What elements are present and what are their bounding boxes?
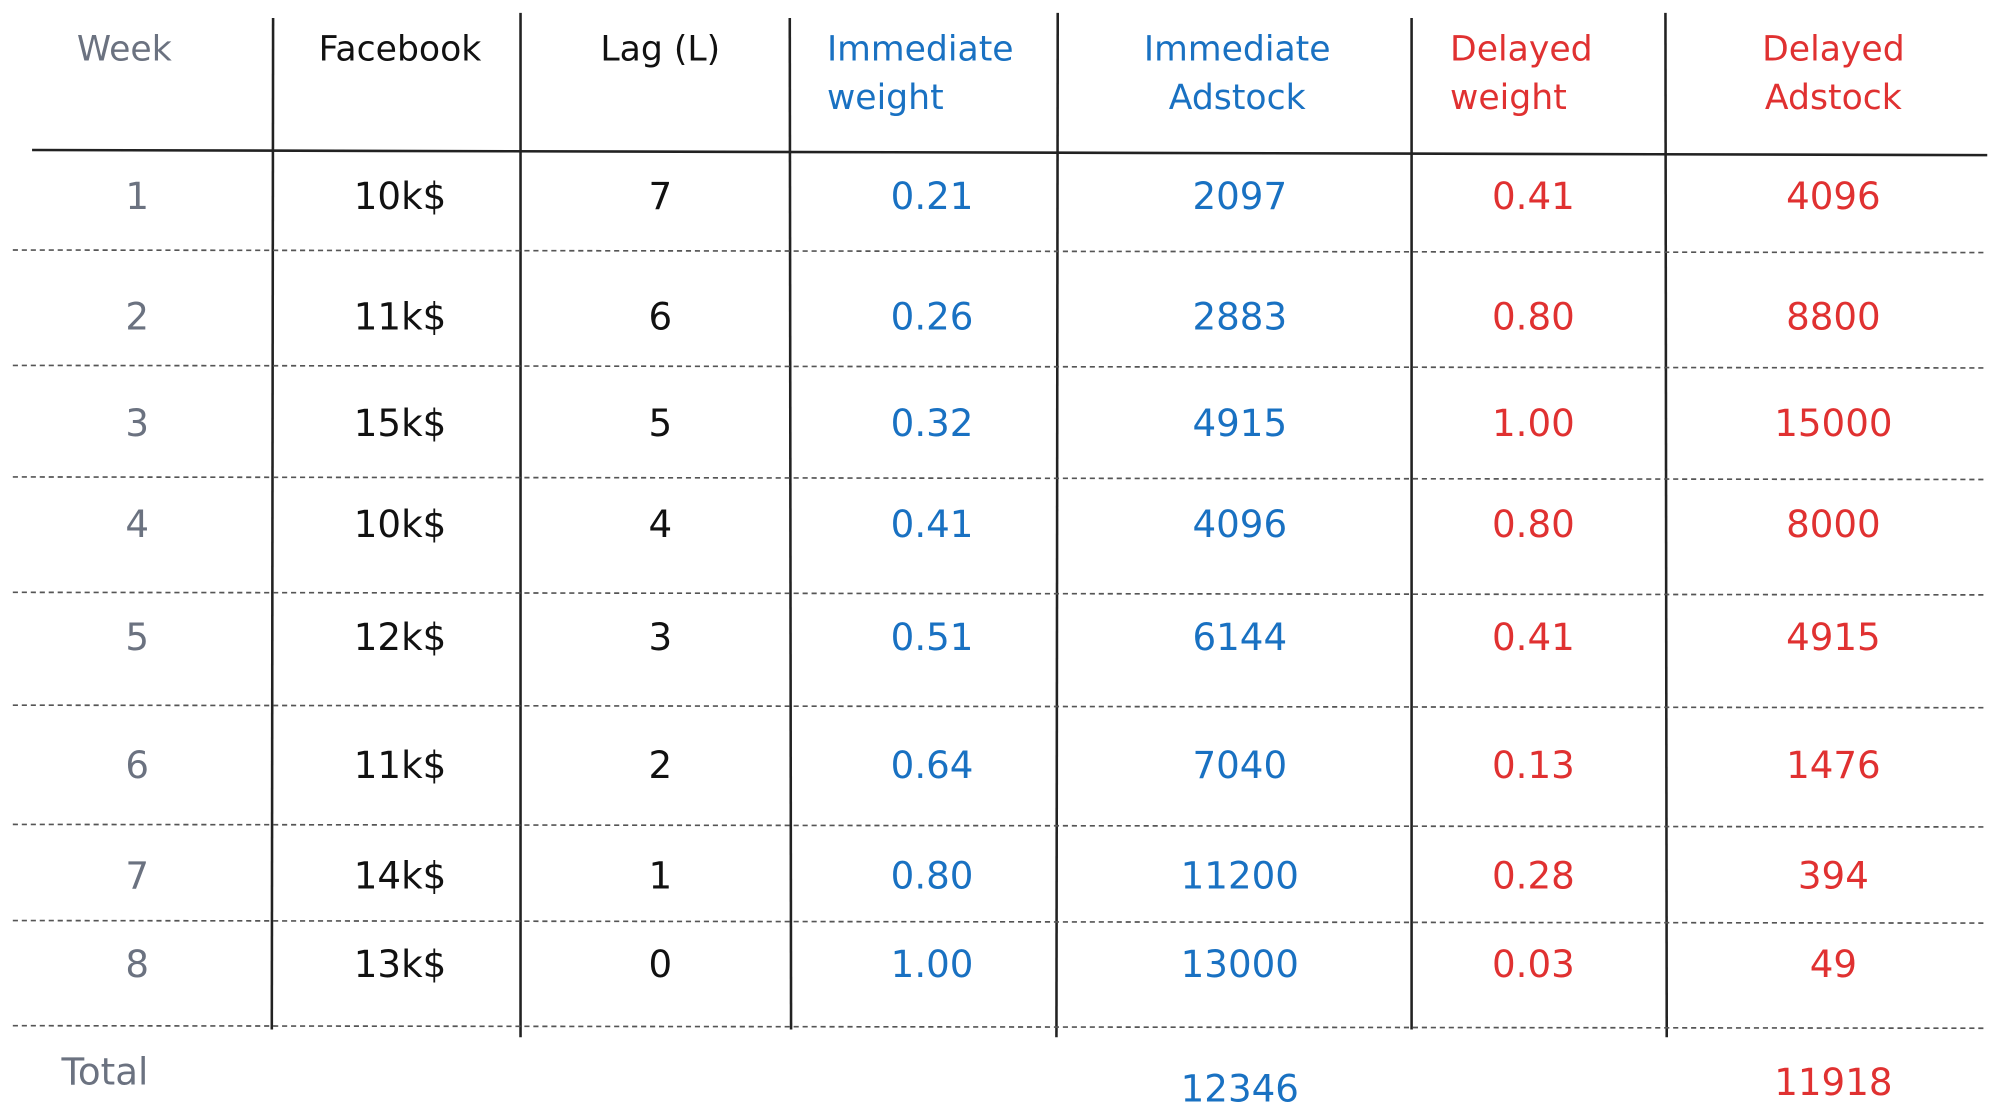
table-cell: 15k$	[353, 401, 447, 445]
table-cell: 0.64	[890, 743, 974, 788]
table-cell: 4096	[1786, 174, 1881, 218]
row-divider	[12, 1024, 1988, 1030]
table-cell: 0.13	[1491, 743, 1575, 788]
column-header: Week	[76, 29, 172, 70]
table-cell: 6144	[1192, 615, 1288, 659]
table-cell: 7	[125, 853, 150, 898]
table-cell: 0.26	[890, 294, 974, 339]
table-cell: 11k$	[353, 743, 447, 788]
table-cell: 12k$	[353, 615, 447, 659]
table-cell: 0.21	[890, 174, 974, 218]
table-cell: 8	[125, 942, 150, 986]
header-rule	[32, 148, 1988, 157]
table-cell: 0.41	[1491, 615, 1575, 659]
table-cell: 4096	[1192, 502, 1288, 547]
row-divider	[12, 704, 1988, 709]
row-divider	[12, 249, 1988, 254]
table-cell: 10k$	[353, 174, 447, 218]
table-cell: 1.00	[890, 942, 974, 986]
total-value: 12346	[1180, 1066, 1299, 1111]
table-cell: 0.80	[1491, 294, 1575, 339]
table-cell: 14k$	[353, 853, 447, 898]
table-cell: 13k$	[353, 942, 447, 986]
table-cell: 2	[648, 743, 673, 788]
total-value: 11918	[1774, 1060, 1893, 1104]
column-divider	[270, 17, 275, 1030]
column-header: Facebook	[318, 29, 482, 70]
table-cell: 394	[1797, 853, 1869, 898]
column-header: Lag (L)	[600, 29, 721, 70]
table-cell: 1476	[1786, 743, 1881, 788]
row-divider	[12, 823, 1988, 828]
table-cell: 4	[125, 502, 150, 547]
table-cell: 6	[125, 743, 150, 788]
table-cell: 7	[648, 174, 673, 218]
column-header: Immediate Adstock	[1143, 29, 1331, 118]
table-cell: 0.03	[1491, 942, 1575, 986]
row-divider	[12, 476, 1988, 481]
table-cell: 0.41	[890, 502, 974, 547]
table-cell: 0.32	[890, 401, 974, 445]
column-divider	[788, 17, 793, 1030]
table-cell: 7040	[1192, 743, 1288, 788]
table-cell: 0	[648, 942, 673, 986]
row-divider	[12, 364, 1988, 369]
row-divider	[12, 591, 1988, 596]
table-cell: 0.28	[1491, 853, 1575, 898]
table-cell: 4915	[1786, 615, 1881, 659]
table-cell: 15000	[1774, 401, 1893, 445]
table-cell: 0.80	[1491, 502, 1575, 547]
table-cell: 13000	[1180, 942, 1299, 986]
table-cell: 1	[125, 174, 150, 218]
table-cell: 1	[648, 853, 673, 898]
table-cell: 5	[125, 615, 150, 659]
total-label: Total	[61, 1050, 149, 1094]
table-cell: 0.51	[890, 615, 974, 659]
row-divider	[12, 919, 1988, 924]
column-header: Delayed Adstock	[1762, 29, 1905, 118]
table-cell: 0.41	[1491, 174, 1575, 218]
table-cell: 3	[648, 615, 673, 659]
table-cell: 8800	[1786, 294, 1881, 339]
table-cell: 4	[648, 502, 673, 547]
column-divider	[1664, 12, 1669, 1038]
table-cell: 4915	[1192, 401, 1288, 445]
table-cell: 49	[1809, 942, 1858, 986]
table-cell: 6	[648, 294, 673, 339]
table-cell: 0.80	[890, 853, 974, 898]
table-cell: 2883	[1192, 294, 1288, 339]
column-divider	[1055, 12, 1060, 1038]
table-cell: 8000	[1786, 502, 1881, 547]
column-header: Immediate weight	[826, 29, 1014, 118]
table-cell: 11k$	[353, 294, 447, 339]
table-cell: 2	[125, 294, 150, 339]
table-cell: 5	[648, 401, 673, 445]
table-cell: 3	[125, 401, 150, 445]
table-cell: 11200	[1180, 853, 1299, 898]
column-header: Delayed weight	[1450, 29, 1593, 118]
table-cell: 2097	[1192, 174, 1288, 218]
table-cell: 1.00	[1491, 401, 1575, 445]
table-cell: 10k$	[353, 502, 447, 547]
